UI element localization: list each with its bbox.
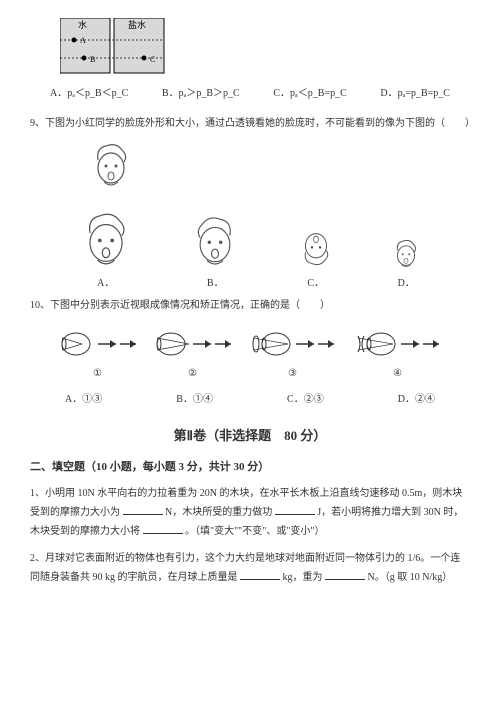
blank-2a	[240, 568, 280, 580]
q9-reference-face	[90, 138, 470, 196]
blank-2b	[325, 568, 365, 580]
q10-opt-b: B．①④	[176, 392, 213, 408]
blank-1a	[123, 503, 163, 515]
q8-opt-b: B．pₐ＞p_B＞p_C	[162, 86, 240, 102]
liquid-pressure-diagram: 水 盐水 A B C	[60, 18, 165, 78]
q9-face-b: B．	[191, 210, 239, 292]
q8-options: A．pₐ＜p_B＜p_C B．pₐ＞p_B＞p_C C．pₐ＜p_B=p_C D…	[50, 86, 450, 102]
eye-diagram-2: ②	[153, 328, 233, 382]
q8-opt-c: C．pₐ＜p_B=p_C	[273, 86, 346, 102]
fill-q1: 1、小明用 10N 水平向右的力拉着重为 20N 的木块，在水平长木板上沿直线匀…	[30, 484, 470, 541]
svg-text:A: A	[80, 36, 86, 45]
q9-option-faces: A． B． C． D．	[50, 206, 450, 292]
q10-opt-d: D．②④	[398, 392, 435, 408]
section-2-title: 第Ⅱ卷（非选择题 80 分）	[30, 426, 470, 447]
q10-opt-a: A．①③	[65, 392, 102, 408]
q10-eye-diagrams: ① ② ③	[50, 328, 450, 382]
q10-options: A．①③ B．①④ C．②③ D．②④	[65, 392, 435, 408]
blank-1c	[143, 522, 183, 534]
label-water: 水	[78, 19, 87, 30]
q10-opt-c: C．②③	[287, 392, 324, 408]
blank-1b	[275, 503, 315, 515]
label-saltwater: 盐水	[128, 19, 146, 30]
eye-diagram-4: ④	[353, 328, 443, 382]
eye-diagram-3: ③	[248, 328, 338, 382]
q8-opt-a: A．pₐ＜p_B＜p_C	[50, 86, 128, 102]
q9-text: 9、下图为小红同学的脸庞外形和大小，通过凸透镜看她的脸庞时，不可能看到的像为下图…	[30, 116, 470, 132]
q10-text: 10、下图中分别表示近视眼成像情况和矫正情况，正确的是（ ）	[30, 298, 470, 314]
svg-text:B: B	[90, 55, 95, 64]
svg-text:C: C	[150, 55, 155, 64]
q9-face-d: D．	[392, 236, 420, 292]
q8-opt-d: D．pₐ=p_B=p_C	[380, 86, 450, 102]
fill-subtitle: 二、填空题（10 小题，每小题 3 分，共计 30 分）	[30, 459, 470, 477]
q9-face-c: C．	[299, 228, 333, 292]
q9-face-a: A．	[80, 206, 132, 292]
eye-diagram-1: ①	[58, 328, 138, 382]
fill-q2: 2、月球对它表面附近的物体也有引力，这个力大约是地球对地面附近同一物体引力的 1…	[30, 549, 470, 587]
